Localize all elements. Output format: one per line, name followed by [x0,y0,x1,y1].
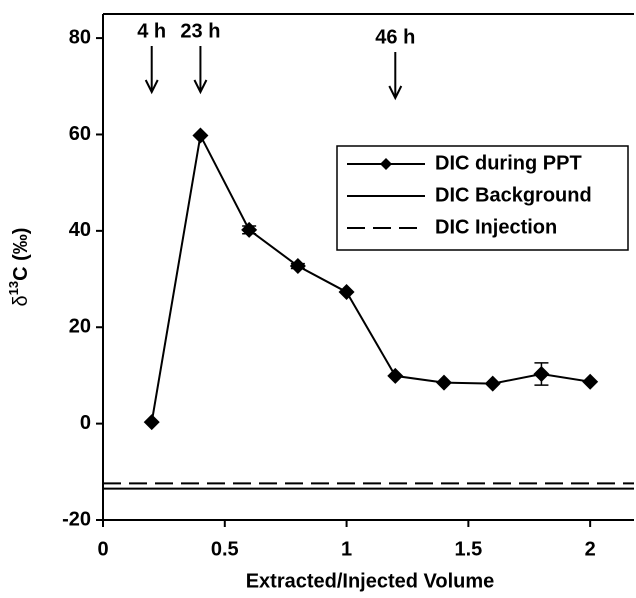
y-tick-label: 80 [69,26,91,48]
x-tick-label: 0 [97,538,108,560]
y-label-sup: 13 [6,281,21,295]
y-axis-label: δ13C (‰) [6,228,32,307]
x-tick-label: 1.5 [454,538,482,560]
data-point [289,258,306,275]
data-point [582,373,599,390]
x-tick-label: 2 [585,538,596,560]
x-axis-label: Extracted/Injected Volume [246,570,495,592]
series-line [150,132,591,423]
data-point [143,414,160,431]
annotation-label: 23 h [180,20,220,42]
data-point [192,127,209,144]
y-tick-label: -20 [62,508,91,530]
y-tick-label: 20 [69,316,91,338]
annotation-label: 46 h [375,26,415,48]
y-label-prefix: δ [10,295,32,306]
legend-label: DIC Injection [435,216,557,238]
data-point [436,374,453,391]
data-point [533,365,550,382]
data-point [484,375,501,392]
y-tick-label: 60 [69,123,91,145]
legend-label: DIC Background [435,184,592,206]
annotation-label: 4 h [137,20,166,42]
legend-label: DIC during PPT [435,152,582,174]
legend-marker [380,158,392,170]
data-point [241,221,258,238]
x-tick-label: 0.5 [211,538,239,560]
y-label-suffix: C (‰) [10,228,32,281]
data-point [387,367,404,384]
annotation-arrowhead [388,85,403,101]
annotation-arrowhead [193,79,208,95]
annotation-arrowhead [144,79,159,95]
y-tick-label: 40 [69,219,91,241]
data-point [338,284,355,301]
y-tick-label: 0 [80,412,91,434]
x-tick-label: 1 [341,538,352,560]
